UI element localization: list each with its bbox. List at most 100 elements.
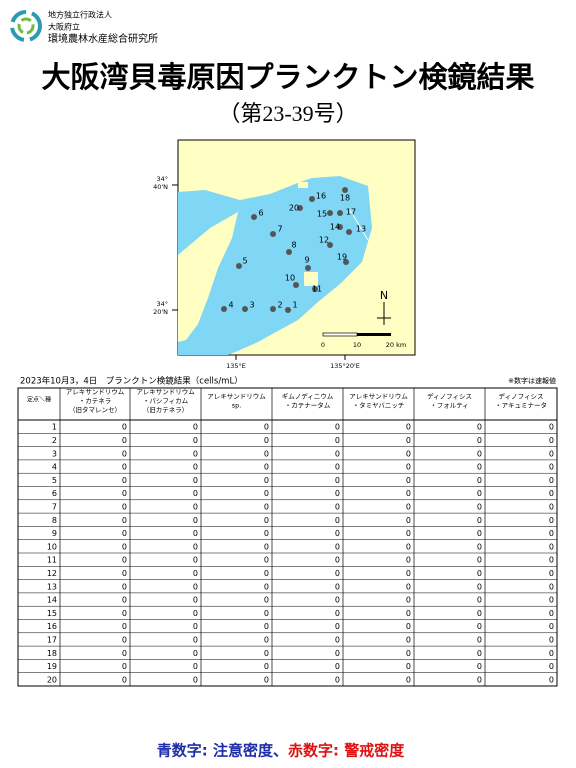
station-label: 3 [249,301,254,310]
cell-value: 0 [264,516,269,525]
cell-value: 0 [477,596,482,605]
station-number: 15 [47,609,57,618]
cell-value: 0 [406,569,411,578]
cell-value: 0 [335,516,340,525]
cell-value: 0 [122,516,127,525]
cell-value: 0 [477,675,482,684]
cell-value: 0 [335,529,340,538]
station-label: 4 [228,301,233,310]
station-dot [305,265,311,271]
station-dot [285,307,291,313]
cell-value: 0 [477,436,482,445]
cell-value: 0 [193,662,198,671]
cell-value: 0 [264,596,269,605]
cell-value: 0 [264,502,269,511]
cell-value: 0 [335,556,340,565]
station-label: 8 [291,241,296,250]
cell-value: 0 [549,529,554,538]
cell-value: 0 [122,529,127,538]
cell-value: 0 [406,449,411,458]
cell-value: 0 [406,596,411,605]
station-label: 15 [317,210,327,219]
cell-value: 0 [335,436,340,445]
cell-value: 0 [122,556,127,565]
cell-value: 0 [264,662,269,671]
cell-value: 0 [335,662,340,671]
lon-label: 135°20'E [330,362,360,370]
cell-value: 0 [549,436,554,445]
station-number: 6 [52,489,57,498]
station-label: 14 [330,223,340,232]
cell-value: 0 [122,622,127,631]
cell-value: 0 [264,436,269,445]
cell-value: 0 [122,436,127,445]
station-label: 19 [337,253,347,262]
station-dot [327,210,333,216]
cell-value: 0 [122,596,127,605]
column-header: （旧タマレンセ） [69,405,121,414]
station-dot [251,214,257,220]
cell-value: 0 [193,463,198,472]
station-label: 1 [292,301,297,310]
cell-value: 0 [193,596,198,605]
column-header: ・フォルティ [430,402,469,410]
cell-value: 0 [193,529,198,538]
station-number: 13 [47,582,57,591]
cell-value: 0 [264,423,269,432]
station-number: 3 [52,449,57,458]
station-number: 17 [47,635,57,644]
cell-value: 0 [264,542,269,551]
cell-value: 0 [477,476,482,485]
station-dot [342,187,348,193]
column-header: アレキサンドリウム [349,393,408,401]
cell-value: 0 [193,675,198,684]
station-dot [346,229,352,235]
org-line: 地方独立行政法人 [48,10,112,20]
cell-value: 0 [406,423,411,432]
station-label: 13 [356,225,366,234]
station-label: 17 [346,208,356,217]
cell-value: 0 [193,436,198,445]
subtitle: （第23-39号） [218,101,357,126]
station-label: 12 [319,236,329,245]
cell-value: 0 [549,622,554,631]
legend-attention: 青数字: 注意密度、 [157,742,288,760]
station-dot [293,282,299,288]
cell-value: 0 [193,649,198,658]
cell-value: 0 [549,649,554,658]
column-header: アレキサンドリウム [66,388,125,396]
cell-value: 0 [193,489,198,498]
cell-value: 0 [193,622,198,631]
org-line: 大阪府立 [48,22,80,32]
cell-value: 0 [122,463,127,472]
cell-value: 0 [193,423,198,432]
cell-value: 0 [122,582,127,591]
cell-value: 0 [335,502,340,511]
station-dot [270,306,276,312]
column-header: ・アキュミナータ [495,401,547,410]
cell-value: 0 [264,476,269,485]
station-dot [236,263,242,269]
cell-value: 0 [193,476,198,485]
scale-bar [357,333,391,336]
cell-value: 0 [264,675,269,684]
cell-value: 0 [477,542,482,551]
station-label: 10 [285,274,295,283]
scale-label: 0 [321,341,325,349]
column-header: アレキサンドリウム [207,393,266,401]
station-label: 9 [304,256,309,265]
cell-value: 0 [193,542,198,551]
note: ※数字は速報値 [508,376,556,385]
logo [10,10,42,42]
station-number: 10 [47,542,57,551]
station-number: 20 [47,675,57,684]
cell-value: 0 [406,489,411,498]
corner-header: 定点＼種 [27,396,51,404]
cell-value: 0 [406,609,411,618]
column-header: ディノフィシス [427,392,472,401]
port [349,209,369,241]
cell-value: 0 [122,675,127,684]
cell-value: 0 [335,649,340,658]
cell-value: 0 [122,649,127,658]
cell-value: 0 [477,622,482,631]
